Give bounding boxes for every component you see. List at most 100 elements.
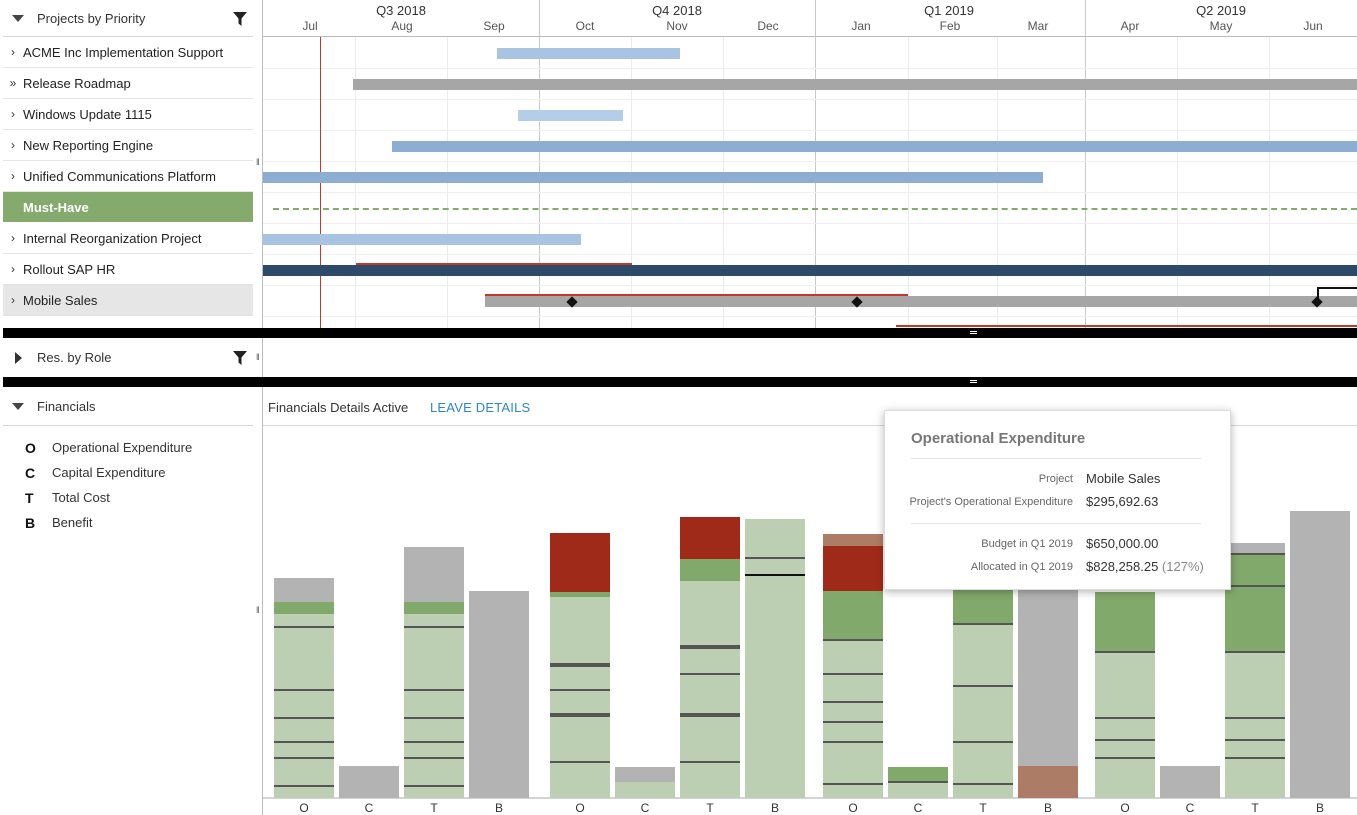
projects-panel-title: Projects by Priority bbox=[37, 10, 146, 26]
financial-bar-segment[interactable] bbox=[274, 578, 334, 602]
financial-bar-segment[interactable] bbox=[274, 614, 334, 798]
tooltip-label: Budget in Q1 2019 bbox=[981, 538, 1073, 550]
tooltip-title: Operational Expenditure bbox=[911, 430, 1086, 447]
gantt-bar-reporting-engine[interactable] bbox=[392, 141, 1357, 152]
gantt-bar-acme[interactable] bbox=[497, 48, 680, 59]
project-row-unified-comms[interactable]: › Unified Communications Platform bbox=[3, 161, 253, 192]
splitter-grip-icon[interactable]: ‖ bbox=[256, 157, 260, 167]
financial-bar-segment[interactable] bbox=[888, 767, 948, 782]
group-row-must-have[interactable]: Must-Have bbox=[3, 192, 253, 223]
chevron-right-icon[interactable]: › bbox=[11, 169, 15, 183]
financial-bar-segment[interactable] bbox=[404, 602, 464, 614]
gantt-bar-release-roadmap[interactable] bbox=[353, 79, 1357, 90]
month-label: Jan bbox=[851, 19, 871, 33]
financial-bar-segment[interactable] bbox=[823, 591, 883, 640]
financial-bar-segment[interactable] bbox=[1095, 652, 1155, 798]
financial-bar-segment[interactable] bbox=[680, 581, 740, 798]
gantt-bar-sap-hr[interactable] bbox=[263, 265, 1357, 276]
financial-bar-segment[interactable] bbox=[404, 547, 464, 602]
chevron-right-icon[interactable]: › bbox=[11, 231, 15, 245]
leave-details-link[interactable]: LEAVE DETAILS bbox=[430, 400, 531, 415]
project-label: Mobile Sales bbox=[23, 292, 98, 308]
financial-bar-segment[interactable] bbox=[1290, 511, 1350, 798]
chevron-right-icon[interactable]: › bbox=[11, 262, 15, 276]
financial-bar-segment[interactable] bbox=[339, 766, 399, 798]
legend-item-benefit: B Benefit bbox=[3, 510, 253, 535]
project-row-internal-reorg[interactable]: › Internal Reorganization Project bbox=[3, 223, 253, 254]
tooltip-value: $295,692.63 bbox=[1086, 494, 1159, 509]
financial-bar-segment[interactable] bbox=[615, 767, 675, 782]
grid-line bbox=[1177, 37, 1178, 328]
splitter-grip-icon[interactable]: ‖ bbox=[256, 605, 260, 615]
horizontal-splitter[interactable] bbox=[3, 377, 1357, 387]
project-row-release-roadmap[interactable]: » Release Roadmap bbox=[3, 68, 253, 99]
gantt-bar-internal-reorg[interactable] bbox=[263, 234, 581, 245]
chevron-right-icon[interactable]: › bbox=[11, 138, 15, 152]
financial-bar-segment[interactable] bbox=[469, 591, 529, 798]
caret-right-icon[interactable] bbox=[15, 351, 22, 364]
horizontal-splitter[interactable] bbox=[3, 328, 1357, 338]
quarter-divider bbox=[815, 0, 816, 328]
financial-bar-segment[interactable] bbox=[1225, 543, 1285, 554]
project-label: Unified Communications Platform bbox=[23, 168, 216, 184]
financial-bar-segment[interactable] bbox=[823, 546, 883, 591]
financials-panel-title: Financials bbox=[37, 398, 96, 414]
project-row-sap-hr[interactable]: › Rollout SAP HR bbox=[3, 254, 253, 285]
financials-panel-header[interactable]: Financials bbox=[3, 387, 253, 426]
project-row-mobile-sales[interactable]: › Mobile Sales bbox=[3, 285, 253, 316]
financial-bar-segment[interactable] bbox=[680, 517, 740, 559]
month-label: Mar bbox=[1027, 19, 1049, 33]
financial-bar-segment[interactable] bbox=[1160, 766, 1220, 798]
financial-bar-segment[interactable] bbox=[1225, 554, 1285, 652]
financial-bar-segment[interactable] bbox=[1225, 652, 1285, 798]
financial-bar-segment[interactable] bbox=[953, 624, 1013, 798]
filter-icon[interactable] bbox=[233, 12, 247, 26]
project-label: New Reporting Engine bbox=[23, 137, 154, 153]
financial-bar-segment[interactable] bbox=[404, 614, 464, 798]
financial-bar-segment[interactable] bbox=[680, 559, 740, 581]
tooltip-separator bbox=[911, 523, 1201, 524]
double-chevron-right-icon[interactable]: » bbox=[9, 76, 17, 90]
project-row-acme[interactable]: › ACME Inc Implementation Support bbox=[3, 37, 253, 68]
financial-bar-segment[interactable] bbox=[745, 519, 805, 798]
roles-panel-header[interactable]: Res. by Role bbox=[3, 338, 253, 377]
caret-down-icon[interactable] bbox=[12, 402, 24, 410]
financial-bar-segment[interactable] bbox=[888, 782, 948, 798]
financial-bar-segment[interactable] bbox=[953, 584, 1013, 624]
splitter-grip-icon[interactable]: ‖ bbox=[256, 352, 260, 362]
quarter-divider bbox=[1085, 0, 1086, 328]
gantt-bar-unified-comms[interactable] bbox=[263, 172, 1043, 183]
splitter-grip-icon[interactable] bbox=[970, 331, 977, 334]
projects-panel-header[interactable]: Projects by Priority bbox=[3, 0, 253, 37]
financial-bar-segment[interactable] bbox=[274, 602, 334, 614]
tooltip-row-allocated: Allocated in Q1 2019 $828,258.25 (127%) bbox=[885, 558, 1232, 576]
vertical-divider[interactable] bbox=[262, 0, 263, 815]
filter-icon[interactable] bbox=[233, 351, 247, 365]
row-line bbox=[263, 68, 1357, 69]
chevron-right-icon[interactable]: › bbox=[11, 45, 15, 59]
project-row-windows-update[interactable]: › Windows Update 1115 bbox=[3, 99, 253, 130]
financial-bar-segment[interactable] bbox=[823, 534, 883, 546]
project-row-reporting-engine[interactable]: › New Reporting Engine bbox=[3, 130, 253, 161]
financial-bar-segment[interactable] bbox=[1018, 576, 1078, 766]
column-label: O bbox=[299, 801, 308, 815]
financial-bar-segment[interactable] bbox=[1018, 766, 1078, 798]
group-label: Must-Have bbox=[23, 199, 89, 215]
financial-bar-segment[interactable] bbox=[550, 592, 610, 597]
financial-bar-segment[interactable] bbox=[550, 597, 610, 798]
financial-bar-segment[interactable] bbox=[550, 533, 610, 592]
project-label: Windows Update 1115 bbox=[23, 106, 152, 122]
project-label: Internal Reorganization Project bbox=[23, 230, 202, 246]
financial-bar-segment[interactable] bbox=[1095, 592, 1155, 652]
financial-bar-segment[interactable] bbox=[823, 640, 883, 798]
chevron-right-icon[interactable]: › bbox=[11, 293, 15, 307]
gantt-bar-mobile-sales[interactable] bbox=[485, 296, 1357, 307]
gantt-critical-path-mobile-sales bbox=[485, 294, 908, 296]
chevron-right-icon[interactable]: › bbox=[11, 107, 15, 121]
column-label: C bbox=[641, 801, 650, 815]
gantt-bar-windows-update[interactable] bbox=[518, 110, 623, 121]
caret-down-icon[interactable] bbox=[12, 14, 24, 22]
financial-bar-segment[interactable] bbox=[615, 782, 675, 798]
quarter-label: Q2 2019 bbox=[1196, 3, 1246, 18]
splitter-grip-icon[interactable] bbox=[970, 380, 977, 383]
